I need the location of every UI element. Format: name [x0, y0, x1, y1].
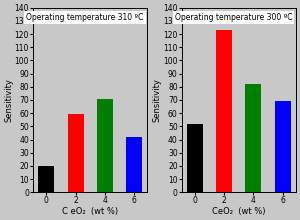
Bar: [187, 124, 203, 192]
Bar: [274, 101, 291, 192]
Text: Operating temperature 300 ºC: Operating temperature 300 ºC: [175, 13, 292, 22]
X-axis label: C eO₂  (wt %): C eO₂ (wt %): [62, 207, 118, 216]
Bar: [216, 30, 232, 192]
Bar: [38, 166, 55, 192]
X-axis label: CeO₂  (wt %): CeO₂ (wt %): [212, 207, 266, 216]
Y-axis label: Sensitivity: Sensitivity: [4, 78, 13, 122]
Bar: [245, 84, 262, 192]
Text: Operating temperature 310 ºC: Operating temperature 310 ºC: [26, 13, 144, 22]
Text: (a): (a): [38, 13, 51, 23]
Bar: [97, 99, 113, 192]
Bar: [126, 137, 142, 192]
Y-axis label: Sensitivity: Sensitivity: [153, 78, 162, 122]
Text: (b): (b): [186, 13, 200, 23]
Bar: [68, 114, 84, 192]
